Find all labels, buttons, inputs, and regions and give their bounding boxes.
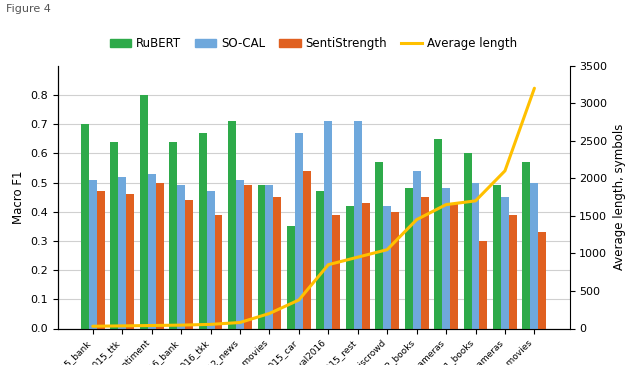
Average length xyxy=(531,86,538,91)
Bar xyxy=(140,95,148,328)
Bar xyxy=(522,162,531,328)
Bar xyxy=(97,191,105,328)
Y-axis label: Average length, symbols: Average length, symbols xyxy=(613,124,626,270)
Bar xyxy=(214,215,223,328)
Bar xyxy=(391,212,399,328)
Bar xyxy=(110,142,118,328)
Bar xyxy=(463,153,472,328)
Bar xyxy=(479,241,488,328)
Bar xyxy=(198,133,207,328)
Average length xyxy=(413,218,420,222)
Bar xyxy=(509,215,517,328)
Bar xyxy=(207,191,214,328)
Bar xyxy=(493,185,501,328)
Bar xyxy=(295,133,303,328)
Average length xyxy=(118,324,126,328)
Bar xyxy=(383,206,391,328)
Bar xyxy=(148,174,156,328)
Average length xyxy=(177,323,185,327)
Bar xyxy=(126,194,134,328)
Bar xyxy=(362,203,370,328)
Bar xyxy=(185,200,193,328)
Bar xyxy=(450,203,458,328)
Bar xyxy=(228,121,236,328)
Bar xyxy=(332,215,340,328)
Bar xyxy=(303,171,311,328)
Bar xyxy=(354,121,362,328)
Bar xyxy=(266,185,273,328)
Average length xyxy=(324,262,332,267)
Legend: RuBERT, SO-CAL, SentiStrength, Average length: RuBERT, SO-CAL, SentiStrength, Average l… xyxy=(105,32,522,54)
Average length xyxy=(442,203,450,207)
Average length xyxy=(236,320,244,325)
Bar xyxy=(404,188,413,328)
Bar xyxy=(81,124,89,328)
Bar xyxy=(236,180,244,328)
Bar xyxy=(413,171,420,328)
Bar xyxy=(420,197,429,328)
Bar xyxy=(442,188,450,328)
Bar xyxy=(287,226,295,328)
Bar xyxy=(244,185,252,328)
Average length xyxy=(354,255,362,260)
Bar xyxy=(531,182,538,328)
Text: Figure 4: Figure 4 xyxy=(6,4,51,14)
Average length xyxy=(89,324,97,328)
Bar xyxy=(156,182,164,328)
Bar xyxy=(169,142,177,328)
Average length xyxy=(207,322,214,327)
Average length xyxy=(383,247,391,252)
Y-axis label: Macro F1: Macro F1 xyxy=(12,170,24,224)
Bar xyxy=(177,185,185,328)
Bar xyxy=(375,162,383,328)
Bar xyxy=(89,180,97,328)
Bar xyxy=(273,197,282,328)
Average length xyxy=(501,169,509,173)
Line: Average length: Average length xyxy=(93,88,534,326)
Average length xyxy=(472,199,479,203)
Bar xyxy=(346,206,354,328)
Bar xyxy=(538,232,547,328)
Bar xyxy=(472,182,479,328)
Bar xyxy=(324,121,332,328)
Average length xyxy=(148,323,156,328)
Average length xyxy=(295,298,303,302)
Average length xyxy=(266,311,273,316)
Bar xyxy=(434,139,442,328)
Bar xyxy=(316,191,324,328)
Bar xyxy=(501,197,509,328)
Bar xyxy=(118,177,126,328)
Bar xyxy=(257,185,266,328)
